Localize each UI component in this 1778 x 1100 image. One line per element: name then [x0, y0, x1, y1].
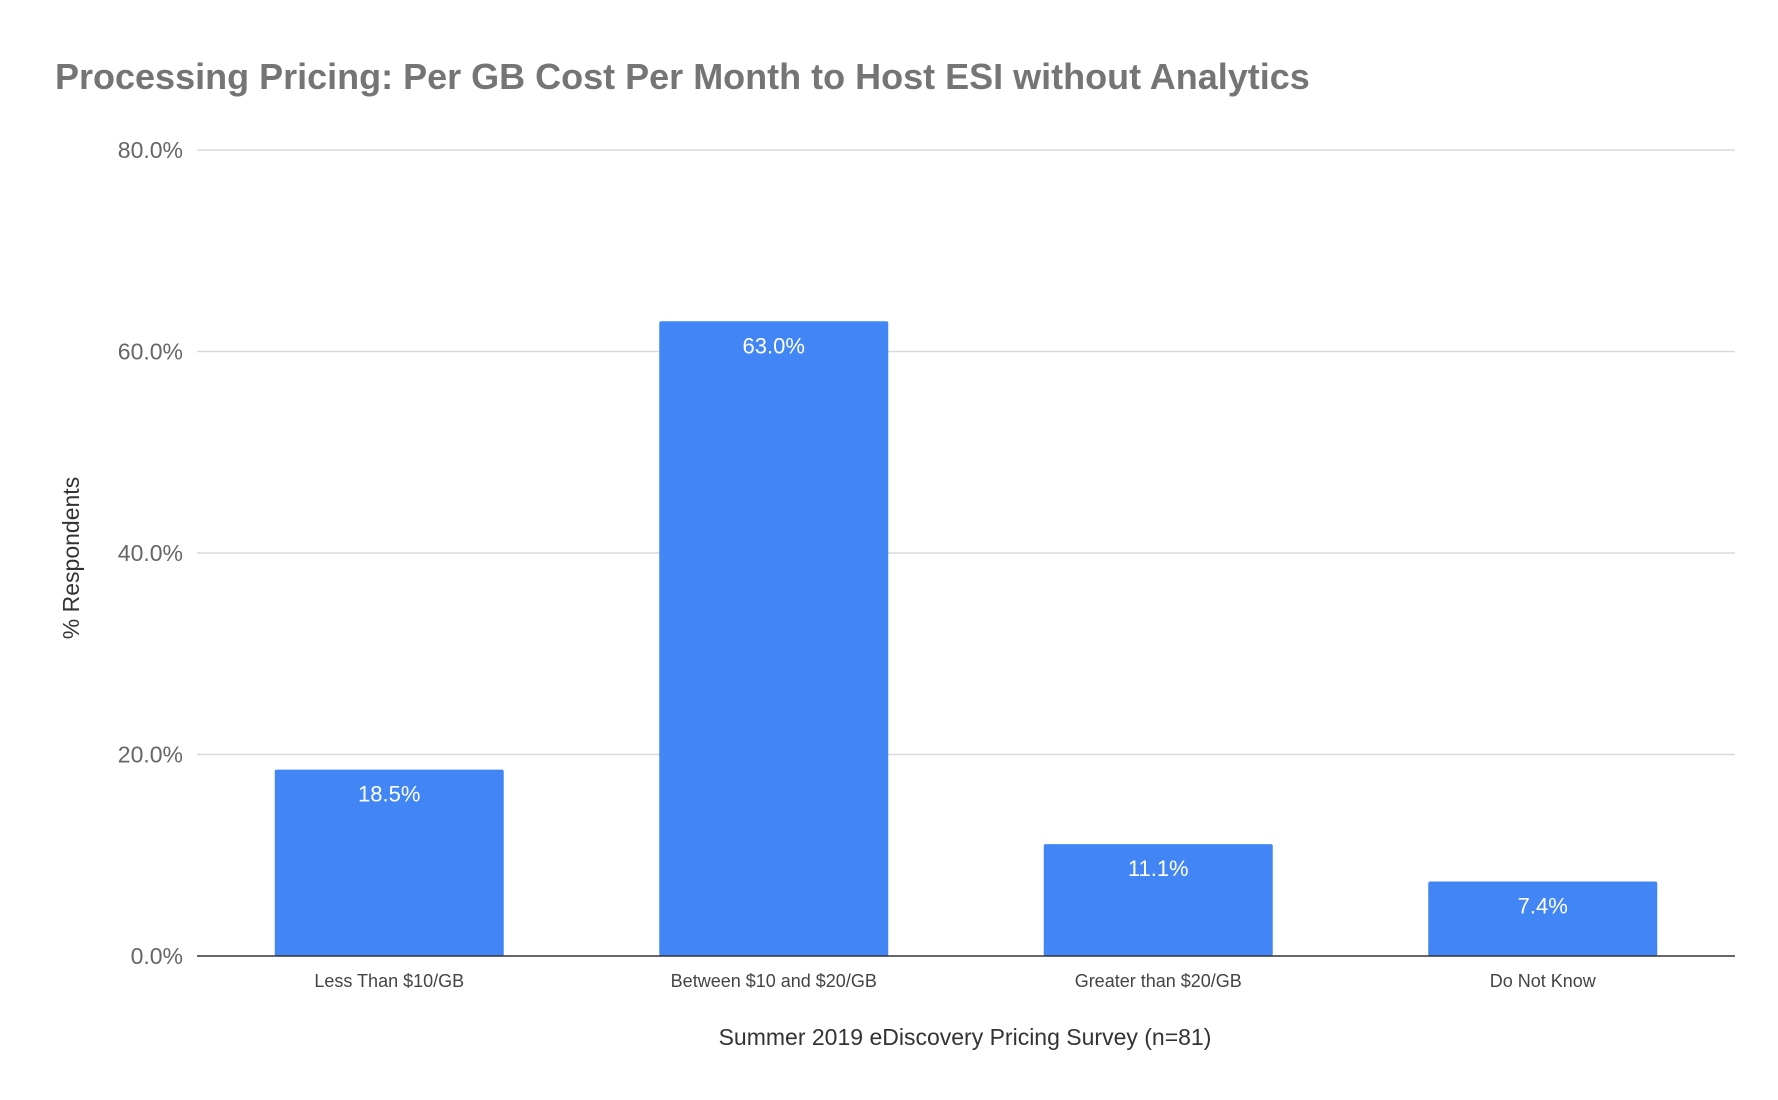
x-axis-title: Summer 2019 eDiscovery Pricing Survey (n… [719, 1024, 1212, 1050]
bar [1043, 844, 1273, 956]
y-tick-label: 60.0% [118, 339, 183, 365]
bars [274, 321, 1658, 956]
y-tick-label: 40.0% [118, 540, 183, 566]
data-label: 7.4% [1518, 893, 1568, 918]
bar [659, 321, 889, 956]
x-category-label: Less Than $10/GB [314, 971, 464, 991]
x-category-label: Between $10 and $20/GB [671, 971, 877, 991]
x-category-label: Greater than $20/GB [1075, 971, 1242, 991]
y-axis-ticks: 0.0% 20.0% 40.0% 60.0% 80.0% [118, 137, 183, 969]
y-axis-title: % Respondents [58, 477, 84, 639]
y-tick-label: 80.0% [118, 137, 183, 163]
data-label: 63.0% [743, 333, 805, 358]
gridlines [197, 149, 1735, 756]
y-tick-label: 0.0% [131, 943, 183, 969]
data-label: 18.5% [358, 782, 420, 807]
x-category-label: Do Not Know [1490, 971, 1597, 991]
bar [274, 769, 504, 956]
data-labels: 18.5% 63.0% 11.1% 7.4% [358, 333, 1568, 918]
bar [1428, 881, 1658, 956]
data-label: 11.1% [1128, 856, 1189, 881]
chart-title: Processing Pricing: Per GB Cost Per Mont… [55, 56, 1310, 97]
y-tick-label: 20.0% [118, 742, 183, 768]
x-axis-categories: Less Than $10/GB Between $10 and $20/GB Gr… [314, 971, 1596, 991]
